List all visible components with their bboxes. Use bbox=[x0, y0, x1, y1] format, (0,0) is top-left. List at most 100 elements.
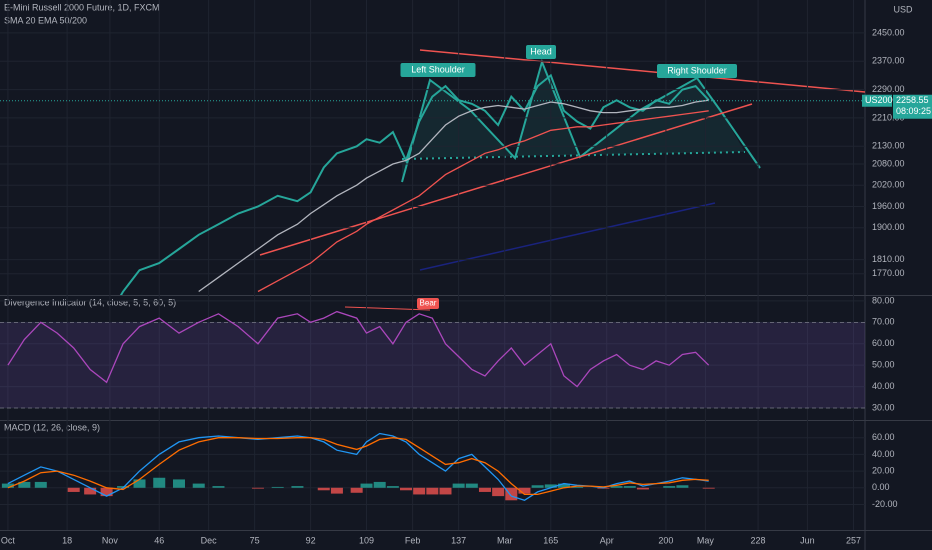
y-tick-label: 1960.00 bbox=[872, 201, 905, 211]
annotation: Bear bbox=[420, 299, 437, 308]
pane bbox=[0, 32, 865, 295]
annotation-box bbox=[417, 298, 439, 309]
histogram-bar bbox=[1, 483, 14, 488]
chart-title: E-Mini Russell 2000 Future, 1D, FXCM bbox=[4, 2, 160, 12]
histogram-bar bbox=[465, 483, 478, 488]
y-tick-label: 2020.00 bbox=[872, 180, 905, 190]
y-tick-label: 2130.00 bbox=[872, 141, 905, 151]
series-line bbox=[7, 310, 710, 388]
y-tick-label: -20.00 bbox=[872, 499, 898, 509]
histogram-bar bbox=[34, 481, 47, 488]
histogram-bar bbox=[452, 483, 465, 488]
y-tick-label: 1770.00 bbox=[872, 268, 905, 278]
x-tick-label: 137 bbox=[451, 535, 466, 545]
pattern-drawing bbox=[259, 49, 865, 271]
y-tick-label: 1810.00 bbox=[872, 254, 905, 264]
histogram-bar bbox=[623, 486, 636, 488]
x-tick-label: Oct bbox=[1, 535, 16, 545]
x-tick-label: 200 bbox=[658, 535, 673, 545]
histogram-bar bbox=[192, 483, 205, 488]
histogram-bar bbox=[571, 486, 584, 488]
annotation: Right Shoulder bbox=[667, 65, 727, 75]
y-tick-label: 70.00 bbox=[872, 317, 895, 327]
symbol-box bbox=[862, 94, 892, 107]
histogram-bar bbox=[386, 486, 399, 488]
pane bbox=[0, 300, 865, 409]
annotation: Head bbox=[530, 46, 552, 56]
x-tick-label: 46 bbox=[154, 535, 164, 545]
histogram-bar bbox=[400, 487, 413, 491]
y-tick-label: 20.00 bbox=[872, 465, 895, 475]
chart-subtitle: SMA 20 EMA 50/200 bbox=[4, 15, 87, 25]
band bbox=[0, 322, 865, 409]
y-tick-label: 40.00 bbox=[872, 381, 895, 391]
y-tick-label: 2290.00 bbox=[872, 84, 905, 94]
histogram-bar bbox=[172, 479, 185, 488]
y-tick-label: 40.00 bbox=[872, 449, 895, 459]
x-tick-label: Mar bbox=[497, 535, 513, 545]
histogram-bar bbox=[153, 477, 166, 488]
histogram-bar bbox=[478, 487, 491, 492]
y-tick-label: 2080.00 bbox=[872, 158, 905, 168]
histogram-bar bbox=[557, 483, 570, 488]
x-tick-label: Feb bbox=[405, 535, 421, 545]
x-tick-label: 165 bbox=[543, 535, 558, 545]
y-tick-label: 2370.00 bbox=[872, 56, 905, 66]
histogram-bar bbox=[271, 486, 284, 488]
y-tick-label: 2210.00 bbox=[872, 112, 905, 122]
histogram-bar bbox=[330, 487, 343, 494]
price: 2258.55 bbox=[896, 95, 929, 105]
histogram-bar bbox=[636, 487, 649, 490]
series-line bbox=[7, 437, 709, 496]
histogram-bar bbox=[610, 486, 623, 488]
pane bbox=[0, 432, 865, 505]
annotation: Left Shoulder bbox=[411, 64, 465, 74]
annotation-box bbox=[526, 45, 556, 59]
countdown: 08:09:25 bbox=[896, 106, 931, 116]
x-tick-label: Apr bbox=[600, 535, 614, 545]
series-line bbox=[257, 110, 709, 293]
histogram-bar bbox=[439, 487, 452, 495]
series-line bbox=[198, 99, 709, 293]
histogram-bar bbox=[531, 485, 544, 488]
histogram-bar bbox=[518, 487, 531, 494]
histogram-bar bbox=[212, 486, 225, 488]
histogram-bar bbox=[663, 486, 676, 488]
histogram-bar bbox=[251, 487, 264, 489]
histogram-bar bbox=[413, 487, 426, 495]
x-tick-label: 92 bbox=[306, 535, 316, 545]
histogram-bar bbox=[702, 487, 715, 489]
x-tick-label: 109 bbox=[359, 535, 374, 545]
histogram-bar bbox=[492, 487, 505, 497]
y-tick-label: 0.00 bbox=[872, 482, 890, 492]
series-line bbox=[119, 73, 710, 295]
histogram-bar bbox=[360, 483, 373, 488]
currency: USD bbox=[893, 4, 913, 14]
annotation-box bbox=[400, 63, 476, 77]
x-tick-label: 257 bbox=[846, 535, 861, 545]
histogram-bar bbox=[100, 487, 113, 497]
indicator-title: MACD (12, 26, close, 9) bbox=[4, 422, 100, 432]
y-tick-label: 2450.00 bbox=[872, 27, 905, 37]
divergence-line bbox=[344, 306, 431, 311]
y-tick-label: 80.00 bbox=[872, 295, 895, 305]
y-tick-label: 1900.00 bbox=[872, 222, 905, 232]
histogram-bar bbox=[676, 485, 689, 488]
x-tick-label: 228 bbox=[751, 535, 766, 545]
histogram-bar bbox=[544, 484, 557, 488]
histogram-bar bbox=[426, 487, 439, 495]
histogram-bar bbox=[350, 487, 363, 493]
histogram-bar bbox=[133, 479, 146, 488]
histogram-bar bbox=[18, 481, 31, 488]
symbol: US2000 bbox=[865, 95, 898, 105]
x-tick-label: 75 bbox=[250, 535, 260, 545]
y-tick-label: 60.00 bbox=[872, 432, 895, 442]
histogram-bar bbox=[67, 487, 80, 492]
x-tick-label: Dec bbox=[201, 535, 218, 545]
y-tick-label: 60.00 bbox=[872, 338, 895, 348]
histogram-bar bbox=[505, 487, 518, 501]
histogram-bar bbox=[84, 487, 97, 495]
histogram-bar bbox=[317, 487, 330, 491]
annotation-box bbox=[657, 64, 737, 78]
